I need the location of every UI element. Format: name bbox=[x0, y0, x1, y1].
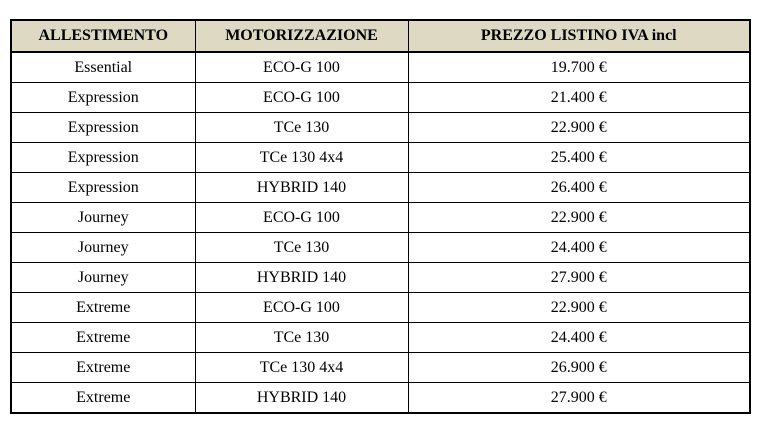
engine-cell: TCe 130 4x4 bbox=[194, 142, 409, 173]
header-allestimento: ALLESTIMENTO bbox=[10, 19, 196, 53]
trim-cell: Expression bbox=[10, 82, 196, 113]
price-cell: 24.400 € bbox=[407, 232, 751, 263]
trim-cell: Extreme bbox=[10, 382, 196, 414]
table-row: Expression ECO-G 100 21.400 € bbox=[10, 82, 751, 113]
engine-cell: ECO-G 100 bbox=[194, 292, 409, 323]
table-row: Extreme TCe 130 4x4 26.900 € bbox=[10, 352, 751, 383]
engine-cell: TCe 130 bbox=[194, 112, 409, 143]
engine-cell: ECO-G 100 bbox=[194, 82, 409, 113]
price-cell: 22.900 € bbox=[407, 292, 751, 323]
engine-cell: ECO-G 100 bbox=[194, 51, 409, 83]
trim-cell: Journey bbox=[10, 232, 196, 263]
price-cell: 21.400 € bbox=[407, 82, 751, 113]
trim-cell: Extreme bbox=[10, 292, 196, 323]
trim-cell: Expression bbox=[10, 142, 196, 173]
trim-cell: Expression bbox=[10, 112, 196, 143]
price-cell: 22.900 € bbox=[407, 202, 751, 233]
engine-cell: HYBRID 140 bbox=[194, 172, 409, 203]
table-row: Extreme HYBRID 140 27.900 € bbox=[10, 382, 751, 414]
header-prezzo-listino: PREZZO LISTINO IVA incl bbox=[407, 19, 751, 53]
table-row: Expression TCe 130 22.900 € bbox=[10, 112, 751, 143]
table-header-row: ALLESTIMENTO MOTORIZZAZIONE PREZZO LISTI… bbox=[10, 19, 751, 53]
price-cell: 26.400 € bbox=[407, 172, 751, 203]
table-row: Journey ECO-G 100 22.900 € bbox=[10, 202, 751, 233]
price-cell: 27.900 € bbox=[407, 262, 751, 293]
price-cell: 19.700 € bbox=[407, 51, 751, 83]
trim-cell: Extreme bbox=[10, 322, 196, 353]
header-motorizzazione: MOTORIZZAZIONE bbox=[194, 19, 409, 53]
trim-cell: Journey bbox=[10, 202, 196, 233]
engine-cell: HYBRID 140 bbox=[194, 262, 409, 293]
price-cell: 24.400 € bbox=[407, 322, 751, 353]
price-list-table: ALLESTIMENTO MOTORIZZAZIONE PREZZO LISTI… bbox=[10, 19, 751, 414]
trim-cell: Extreme bbox=[10, 352, 196, 383]
trim-cell: Journey bbox=[10, 262, 196, 293]
price-cell: 25.400 € bbox=[407, 142, 751, 173]
price-cell: 26.900 € bbox=[407, 352, 751, 383]
trim-cell: Expression bbox=[10, 172, 196, 203]
engine-cell: TCe 130 4x4 bbox=[194, 352, 409, 383]
table-row: Journey TCe 130 24.400 € bbox=[10, 232, 751, 263]
price-cell: 22.900 € bbox=[407, 112, 751, 143]
table-row: Extreme ECO-G 100 22.900 € bbox=[10, 292, 751, 323]
table-row: Essential ECO-G 100 19.700 € bbox=[10, 51, 751, 83]
engine-cell: TCe 130 bbox=[194, 322, 409, 353]
table-row: Extreme TCe 130 24.400 € bbox=[10, 322, 751, 353]
price-cell: 27.900 € bbox=[407, 382, 751, 414]
trim-cell: Essential bbox=[10, 51, 196, 83]
engine-cell: TCe 130 bbox=[194, 232, 409, 263]
engine-cell: HYBRID 140 bbox=[194, 382, 409, 414]
table-row: Expression TCe 130 4x4 25.400 € bbox=[10, 142, 751, 173]
engine-cell: ECO-G 100 bbox=[194, 202, 409, 233]
table-row: Expression HYBRID 140 26.400 € bbox=[10, 172, 751, 203]
table-row: Journey HYBRID 140 27.900 € bbox=[10, 262, 751, 293]
